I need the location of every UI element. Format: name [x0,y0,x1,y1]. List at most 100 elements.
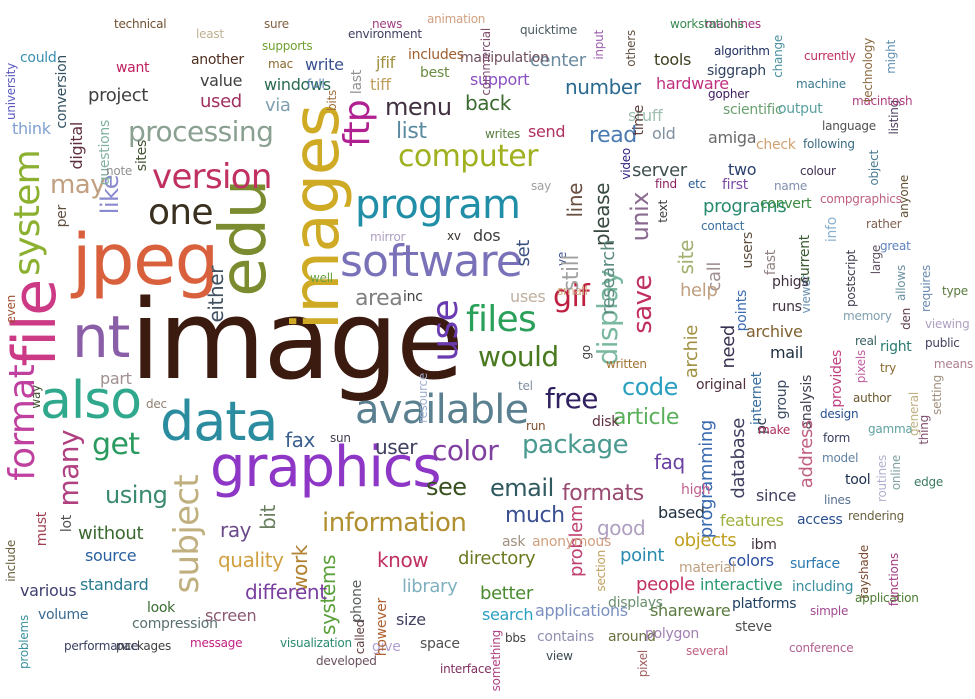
cloud-word-means: means [933,357,973,371]
cloud-word-language: language [822,119,876,133]
cloud-word-includes: includes [408,47,464,63]
cloud-word-applications: applications [535,601,628,620]
cloud-word-interactive: interactive [700,575,783,594]
cloud-word-old: old [652,124,676,143]
cloud-word-without: without [78,523,144,544]
cloud-word-much: much [505,503,565,528]
cloud-word-still: still [559,255,584,292]
cloud-word-algorithm: algorithm [714,44,770,58]
cloud-word-time: time [631,105,647,136]
cloud-word-server: server [632,160,687,181]
cloud-word-way: way [29,385,43,409]
cloud-word-pixels: pixels [854,350,868,384]
cloud-word-features: features [720,511,784,530]
cloud-word-even: even [4,295,18,324]
cloud-word-lot: lot [59,515,75,533]
cloud-word-news: news [372,17,403,31]
cloud-word-space: space [420,636,460,652]
cloud-word-help: help [680,280,718,301]
cloud-word-original: original [696,377,747,393]
cloud-word-may: may [50,170,106,200]
cloud-word-allows: allows [894,265,908,301]
cloud-word-include: include [4,540,18,582]
cloud-word-den: den [899,308,913,330]
cloud-word-functions: functions [887,553,901,607]
cloud-word-tool: tool [845,472,871,488]
cloud-word-siggraph: siggraph [707,63,766,79]
cloud-word-formats: formats [562,481,644,506]
cloud-word-mirror: mirror [370,230,406,244]
cloud-word-site: site [674,240,698,275]
cloud-word-say: say [531,179,551,193]
cloud-word-programming: programming [696,420,717,539]
cloud-word-make: make [758,423,790,437]
cloud-word-nt: nt [72,303,130,371]
cloud-word-environment: environment [348,27,422,41]
cloud-word-search: search [482,605,534,624]
cloud-word-disk: disk [592,414,620,430]
cloud-word-source: source [85,546,137,565]
cloud-word-ray: ray [220,518,252,542]
cloud-word-ask: ask [502,534,526,550]
cloud-word-run: run [526,419,546,433]
cloud-word-rendering: rendering [848,509,904,523]
cloud-word-since: since [756,486,796,505]
cloud-word-files: files [466,299,537,340]
cloud-word-format: format [2,365,43,481]
cloud-word-programs: programs [703,196,787,217]
cloud-word-online: online [889,455,903,491]
cloud-word-rather: rather [866,217,902,231]
cloud-word-full: full [307,77,325,91]
cloud-word-conference: conference [789,641,854,655]
cloud-word-archie: archie [681,325,702,379]
cloud-word-point: point [620,545,665,566]
cloud-word-view: view [546,649,573,663]
cloud-word-technical: technical [114,17,167,31]
cloud-word-surface: surface [790,556,840,572]
cloud-word-right: right [880,339,912,355]
cloud-word-gopher: gopher [708,87,750,101]
cloud-word-anonymous: anonymous [532,534,612,550]
cloud-word-jfif: jfif [376,53,395,72]
cloud-word-text: text [656,200,670,223]
cloud-word-group: group [774,380,790,420]
cloud-word-menu: menu [385,93,452,121]
cloud-word-problems: problems [17,615,31,669]
cloud-word-input: input [592,30,606,60]
cloud-word-machines: machines [705,17,761,31]
cloud-word-phigs: phigs [772,274,809,290]
cloud-word-visualization: visualization [280,636,352,650]
cloud-word-material: material [679,560,736,576]
cloud-word-compgraphics: compgraphics [820,192,902,206]
cloud-word-steve: steve [735,619,772,635]
cloud-word-form: form [823,431,851,445]
cloud-word-video: video [619,148,633,180]
cloud-word-requires: requires [919,265,933,312]
cloud-word-address: address [796,420,817,489]
cloud-word-colors: colors [728,551,774,570]
cloud-word-technology: technology [861,38,875,103]
cloud-word-available: available [355,387,529,433]
cloud-word-tools: tools [654,50,692,69]
cloud-word-another: another [191,52,244,68]
cloud-word-sure: sure [264,17,289,31]
cloud-word-know: know [377,548,429,572]
cloud-word-message: message [190,636,243,650]
cloud-word-part: part [100,369,132,388]
cloud-word-send: send [528,122,566,141]
cloud-word-must: must [34,512,50,547]
cloud-word-quality: quality [218,548,284,572]
cloud-word-hardware: hardware [656,74,729,93]
cloud-word-commercial: commercial [479,28,493,96]
cloud-word-per: per [54,205,70,228]
cloud-word-back: back [465,91,511,115]
cloud-word-via: via [265,95,291,116]
cloud-word-object: object [867,150,881,186]
cloud-word-last: last [349,70,365,95]
cloud-word-inc: inc [403,289,423,305]
cloud-word-written: written [606,357,647,371]
cloud-word-different: different [245,580,327,604]
cloud-word-objects: objects [674,530,737,551]
cloud-word-however: however [374,598,390,657]
